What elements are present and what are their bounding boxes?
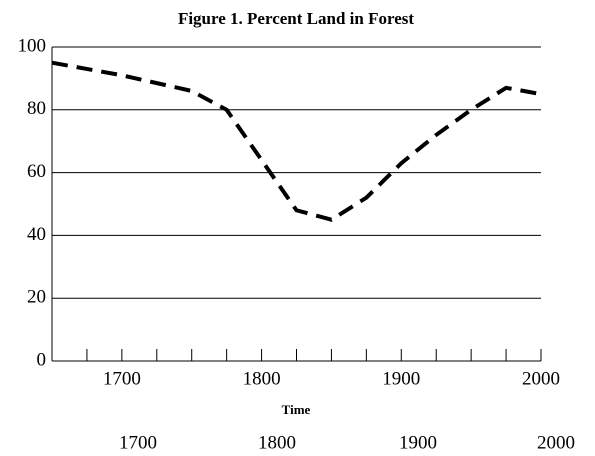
bottom-label: 2000 [537,432,575,453]
bottom-label: 1800 [258,432,296,453]
y-tick-label: 20 [27,287,46,308]
y-tick-label: 60 [27,161,46,182]
bottom-label: 1900 [399,432,437,453]
x-tick-label: 1800 [243,368,281,389]
y-tick-label: 80 [27,98,46,119]
x-tick-label: 2000 [522,368,560,389]
data-line [51,60,542,222]
x-tick-label: 1900 [382,368,420,389]
y-tick-label: 100 [18,35,47,56]
x-tick-label: 1700 [103,368,141,389]
y-tick-label: 40 [27,224,46,245]
y-tick-label: 0 [37,349,47,370]
chart-title: Figure 1. Percent Land in Forest [178,9,414,28]
bottom-label: 1700 [119,432,157,453]
x-axis-label: Time [282,402,311,417]
